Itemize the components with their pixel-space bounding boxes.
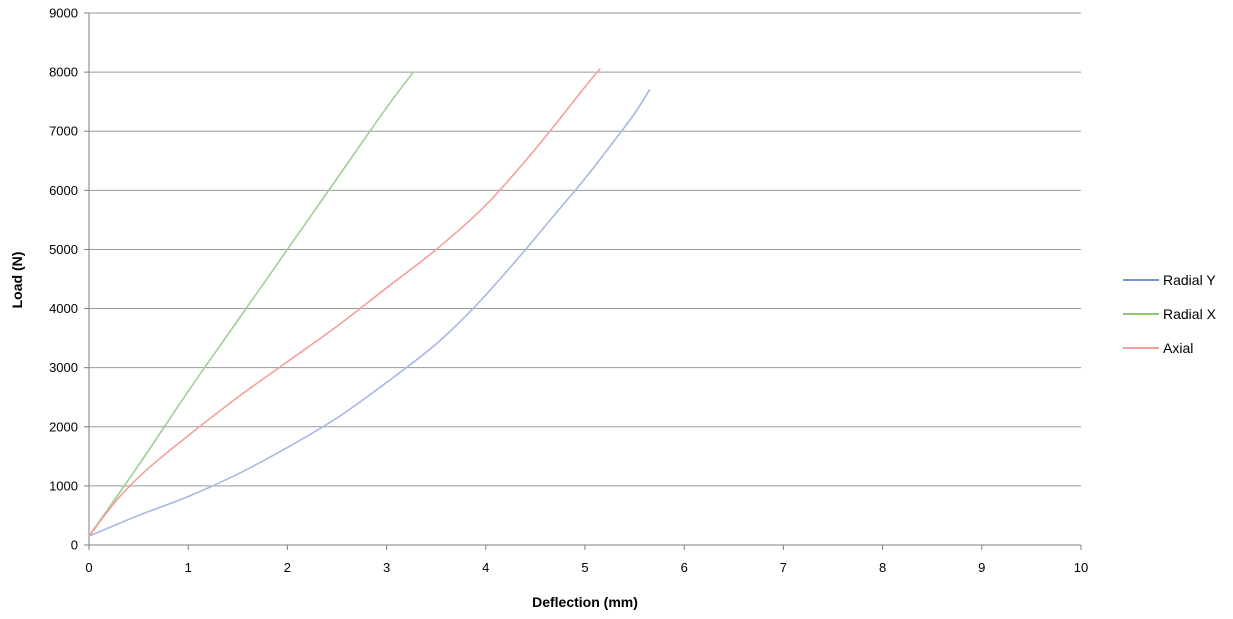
- y-tick-label: 3000: [49, 360, 78, 375]
- x-tick-label: 6: [681, 560, 688, 575]
- tick-labels: 0 1000 2000 3000 4000 5000 6000 7000 8000 9000 0 1 2…: [49, 6, 1088, 576]
- x-tick-label: 8: [879, 560, 886, 575]
- legend-label-radial-y: Radial Y: [1163, 272, 1216, 288]
- y-tick-label: 1000: [49, 478, 78, 493]
- y-axis-title: Load (N): [9, 252, 25, 309]
- data-series: [88, 68, 651, 537]
- x-tick-label: 3: [383, 560, 390, 575]
- legend: Radial Y Radial X Axial: [1123, 272, 1217, 356]
- y-tick-label: 5000: [49, 242, 78, 257]
- y-tick-label: 4000: [49, 301, 78, 316]
- series-line-radial-x: [88, 71, 415, 537]
- legend-label-axial: Axial: [1163, 340, 1193, 356]
- y-tick-label: 0: [71, 538, 78, 553]
- y-tick-label: 9000: [49, 6, 78, 21]
- gridlines: [89, 12, 1081, 487]
- legend-label-radial-x: Radial X: [1163, 306, 1217, 322]
- x-axis-title: Deflection (mm): [532, 594, 638, 610]
- y-tick-label: 2000: [49, 419, 78, 434]
- y-tick-label: 6000: [49, 183, 78, 198]
- x-tick-label: 1: [185, 560, 192, 575]
- x-tick-label: 10: [1074, 560, 1088, 575]
- y-tick-label: 8000: [49, 65, 78, 80]
- x-tick-label: 9: [978, 560, 985, 575]
- x-tick-label: 7: [780, 560, 787, 575]
- series-line-axial: [88, 68, 601, 537]
- x-tick-label: 2: [284, 560, 291, 575]
- x-tick-label: 0: [85, 560, 92, 575]
- x-tick-label: 5: [581, 560, 588, 575]
- series-line-radial-y: [88, 89, 651, 537]
- axes: [84, 12, 1082, 550]
- x-tick-label: 4: [482, 560, 489, 575]
- y-tick-label: 7000: [49, 124, 78, 139]
